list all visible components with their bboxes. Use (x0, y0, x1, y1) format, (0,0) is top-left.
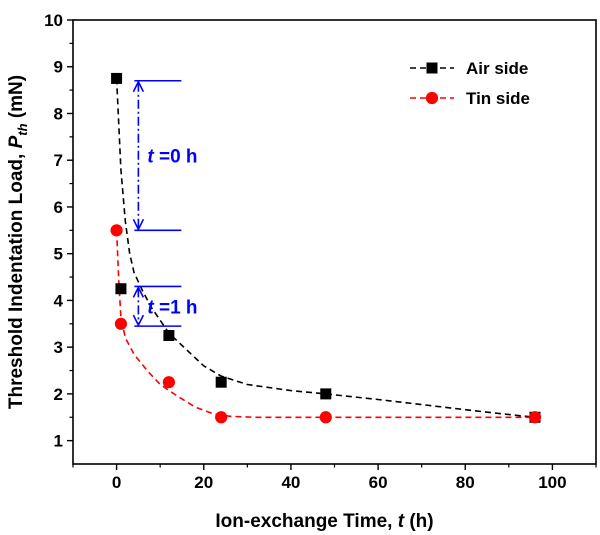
x-axis-title: Ion-exchange Time, t (h) (215, 511, 433, 532)
legend-label-tin-side: Tin side (466, 89, 530, 108)
y-tick-label: 1 (54, 432, 63, 451)
fit-curves-layer (115, 78, 536, 419)
y-tick-label: 7 (54, 151, 63, 170)
y-tick-label: 10 (44, 11, 63, 30)
annotations-layer: t =0 h t =1 h (132, 79, 198, 327)
legend-marker-tin-side (425, 91, 439, 105)
legend-marker-air-side (426, 62, 438, 74)
data-point-tin-side (114, 317, 128, 330)
data-point-tin-side (110, 224, 123, 237)
legend-label-air-side: Air side (466, 59, 528, 78)
x-tick-label: 0 (112, 473, 121, 492)
annotation-label: t =0 h (147, 147, 197, 168)
data-point-tin-side (319, 411, 332, 424)
y-tick-label: 9 (54, 58, 63, 77)
x-tick-label: 20 (194, 473, 213, 492)
data-point-air-side (115, 283, 127, 295)
data-point-air-side (320, 388, 332, 400)
x-tick-label: 100 (538, 473, 566, 492)
data-point-air-side (163, 329, 175, 341)
data-point-tin-side (162, 376, 175, 389)
plot-frame (72, 19, 597, 465)
x-tick-label: 60 (369, 473, 388, 492)
data-point-air-side (215, 376, 227, 388)
annotation-arrow-up (132, 79, 145, 93)
annotation-label: t =1 h (147, 297, 197, 318)
annotation-arrow-down (132, 218, 145, 232)
y-tick-label: 4 (54, 291, 64, 310)
annotation-arrow-up (132, 285, 145, 298)
data-points-layer (110, 72, 542, 424)
annotation-arrow-down (132, 314, 145, 327)
x-tick-label: 40 (281, 473, 300, 492)
axes-layer: 0 20 40 60 80 100 1 2 3 4 5 6 7 8 9 10 Ion-exchange Time… (6, 11, 597, 532)
data-point-tin-side (528, 411, 542, 424)
x-tick-label: 80 (456, 473, 475, 492)
fit-curve-air-side (115, 78, 536, 419)
data-point-air-side (111, 72, 123, 84)
y-tick-label: 5 (54, 245, 63, 264)
y-tick-label: 2 (54, 385, 63, 404)
y-axis-title: Threshold Indentation Load, Pth (mN) (6, 75, 30, 409)
legend: Air side Tin side (410, 59, 530, 108)
y-tick-label: 3 (54, 338, 63, 357)
y-tick-label: 8 (54, 104, 63, 123)
y-tick-label: 6 (54, 198, 63, 217)
data-point-tin-side (215, 411, 228, 424)
